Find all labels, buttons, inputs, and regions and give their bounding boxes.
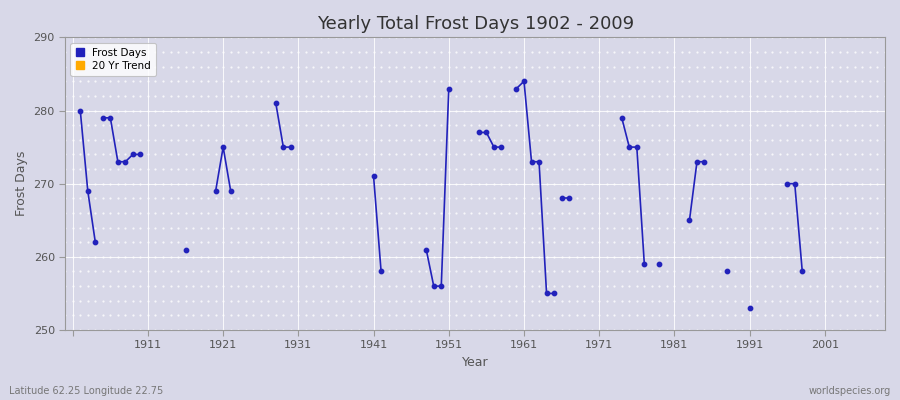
Point — [494, 144, 508, 150]
Point — [637, 261, 652, 267]
Point — [615, 115, 629, 121]
Legend: Frost Days, 20 Yr Trend: Frost Days, 20 Yr Trend — [70, 42, 157, 76]
Point — [95, 115, 110, 121]
Point — [178, 246, 193, 253]
Point — [479, 129, 493, 136]
Point — [539, 290, 554, 297]
Point — [652, 261, 667, 267]
Point — [630, 144, 644, 150]
X-axis label: Year: Year — [462, 356, 489, 369]
Point — [133, 151, 148, 158]
Title: Yearly Total Frost Days 1902 - 2009: Yearly Total Frost Days 1902 - 2009 — [317, 15, 634, 33]
Point — [682, 217, 697, 224]
Point — [780, 180, 795, 187]
Point — [88, 239, 103, 246]
Point — [698, 158, 712, 165]
Point — [720, 268, 734, 275]
Point — [517, 78, 531, 84]
Point — [547, 290, 562, 297]
Point — [562, 195, 576, 202]
Point — [111, 158, 125, 165]
Point — [268, 100, 283, 106]
Point — [689, 158, 704, 165]
Y-axis label: Frost Days: Frost Days — [15, 151, 28, 216]
Point — [795, 268, 809, 275]
Point — [442, 85, 456, 92]
Point — [788, 180, 802, 187]
Point — [276, 144, 291, 150]
Point — [622, 144, 636, 150]
Point — [284, 144, 298, 150]
Point — [104, 115, 118, 121]
Text: worldspecies.org: worldspecies.org — [809, 386, 891, 396]
Point — [209, 188, 223, 194]
Point — [118, 158, 132, 165]
Point — [427, 283, 441, 289]
Point — [554, 195, 569, 202]
Point — [532, 158, 546, 165]
Point — [374, 268, 388, 275]
Point — [434, 283, 448, 289]
Point — [742, 305, 757, 311]
Point — [216, 144, 230, 150]
Point — [73, 107, 87, 114]
Point — [487, 144, 501, 150]
Point — [126, 151, 140, 158]
Point — [525, 158, 539, 165]
Point — [472, 129, 486, 136]
Point — [509, 85, 524, 92]
Text: Latitude 62.25 Longitude 22.75: Latitude 62.25 Longitude 22.75 — [9, 386, 163, 396]
Point — [366, 173, 381, 180]
Point — [223, 188, 238, 194]
Point — [419, 246, 434, 253]
Point — [81, 188, 95, 194]
